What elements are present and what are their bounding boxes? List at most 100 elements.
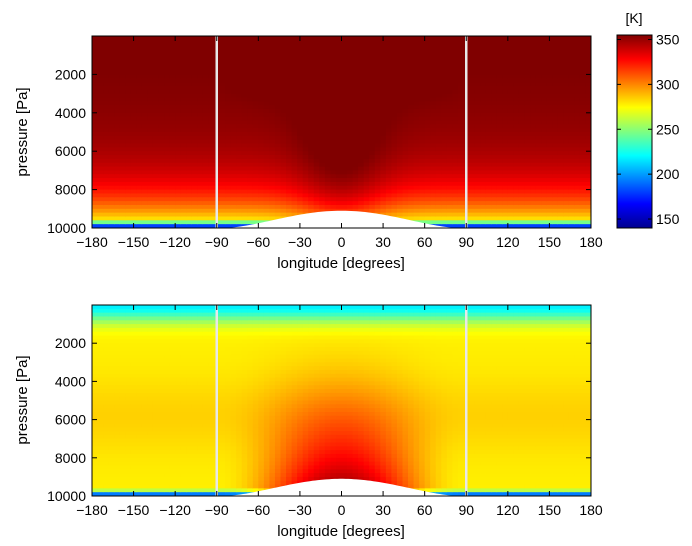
field-cell: [208, 85, 215, 91]
field-cell: [380, 78, 387, 83]
field-cell: [158, 47, 165, 52]
field-cell: [474, 204, 481, 210]
field-cell: [330, 139, 337, 145]
field-cell: [552, 89, 559, 95]
field-cell: [92, 78, 99, 83]
field-cell: [152, 166, 160, 171]
field-cell: [119, 97, 126, 102]
field-cell: [435, 162, 442, 168]
field-cell: [524, 66, 531, 72]
field-cell: [125, 331, 132, 337]
field-cell: [236, 116, 243, 122]
field-cell: [430, 120, 437, 125]
field-cell: [92, 339, 99, 344]
field-cell: [507, 166, 514, 171]
field-cell: [574, 112, 581, 118]
field-cell: [236, 208, 243, 214]
field-cell: [169, 185, 176, 191]
field-cell: [446, 78, 453, 83]
field-cell: [335, 55, 343, 60]
field-cell: [147, 193, 154, 198]
field-cell: [258, 143, 265, 148]
field-cell: [269, 70, 276, 75]
field-cell: [469, 193, 476, 198]
field-cell: [430, 197, 437, 202]
field-cell: [286, 85, 293, 91]
field-cell: [169, 204, 176, 210]
field-cell: [324, 170, 332, 175]
field-cell: [557, 51, 564, 56]
field-cell: [103, 166, 110, 171]
field-cell: [125, 305, 132, 310]
field-cell: [585, 174, 591, 179]
field-cell: [474, 181, 481, 187]
field-cell: [169, 59, 176, 64]
field-cell: [507, 62, 514, 68]
field-cell: [280, 85, 287, 91]
field-cell: [563, 124, 570, 129]
field-cell: [202, 132, 210, 137]
field-cell: [141, 151, 149, 156]
field-cell: [269, 151, 276, 156]
field-cell: [546, 74, 553, 79]
field-cell: [119, 415, 126, 421]
field-cell: [502, 151, 509, 156]
field-cell: [335, 112, 343, 118]
field-cell: [130, 385, 137, 390]
field-cell: [236, 97, 243, 102]
field-cell: [280, 174, 287, 179]
field-cell: [313, 158, 320, 164]
field-cell: [136, 174, 143, 179]
field-cell: [97, 62, 104, 68]
field-cell: [152, 78, 160, 83]
field-cell: [369, 108, 376, 114]
field-cell: [535, 97, 542, 102]
field-cell: [108, 124, 115, 129]
field-cell: [230, 82, 237, 87]
field-cell: [219, 151, 226, 156]
field-cell: [136, 220, 143, 225]
field-cell: [491, 185, 498, 191]
field-cell: [579, 51, 587, 56]
field-cell: [258, 59, 265, 64]
field-cell: [130, 116, 137, 122]
field-cell: [291, 70, 298, 75]
field-cell: [252, 139, 259, 145]
field-cell: [175, 185, 182, 191]
field-cell: [441, 132, 448, 137]
field-cell: [518, 132, 526, 137]
field-cell: [136, 350, 143, 356]
field-cell: [507, 89, 514, 95]
field-cell: [585, 101, 591, 106]
field-cell: [585, 151, 591, 156]
field-cell: [114, 193, 121, 198]
field-cell: [568, 212, 575, 218]
field-cell: [241, 216, 248, 221]
field-cell: [335, 162, 343, 168]
field-cell: [219, 193, 226, 198]
field-cell: [513, 151, 520, 156]
field-cell: [524, 101, 531, 106]
field-cell: [269, 39, 276, 45]
field-cell: [552, 85, 559, 91]
field-cell: [280, 108, 287, 114]
field-cell: [97, 480, 104, 486]
field-cell: [286, 70, 293, 75]
field-cell: [169, 89, 176, 95]
field-cell: [92, 320, 99, 325]
field-cell: [97, 132, 104, 137]
field-cell: [535, 36, 542, 41]
field-cell: [302, 66, 309, 72]
field-cell: [274, 193, 282, 198]
field-cell: [530, 43, 537, 49]
field-cell: [103, 147, 110, 152]
field-cell: [469, 112, 476, 118]
field-cell: [369, 139, 376, 145]
field-cell: [302, 166, 309, 171]
field-cell: [186, 120, 193, 125]
field-cell: [452, 82, 459, 87]
field-cell: [563, 143, 570, 148]
field-cell: [341, 105, 348, 110]
field-cell: [385, 51, 392, 56]
field-cell: [535, 204, 542, 210]
